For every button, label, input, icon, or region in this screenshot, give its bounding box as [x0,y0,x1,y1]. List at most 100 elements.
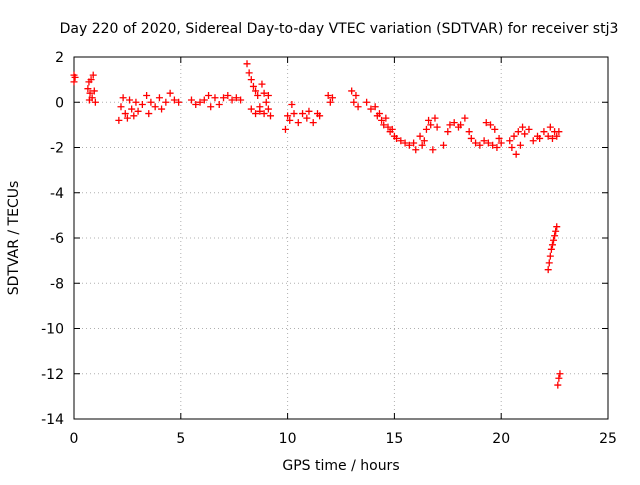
data-point [553,223,561,231]
data-point [258,80,266,88]
data-point [328,94,336,102]
data-point [367,105,375,113]
y-tick-label: -10 [41,322,64,338]
data-point [264,105,272,113]
data-point [378,116,386,124]
data-point [491,125,499,133]
data-point [519,123,527,131]
data-point [363,98,371,106]
data-point [196,98,204,106]
data-point [393,134,401,142]
data-point [410,139,418,147]
data-point [529,137,537,145]
data-point [90,87,98,95]
x-tick-label: 5 [176,431,185,447]
x-tick-label: 25 [599,431,617,447]
data-point [309,119,317,127]
data-point [493,144,501,151]
data-point [440,141,448,149]
data-point [89,71,97,79]
data-point [548,134,556,142]
data-point [547,245,555,253]
data-point [352,91,360,99]
data-point [433,123,441,131]
data-point [138,101,146,109]
data-points [70,60,564,389]
data-point [134,107,142,115]
y-tick-label: -4 [50,186,64,202]
data-point [143,91,151,99]
x-tick-label: 15 [385,431,403,447]
data-point [550,236,558,244]
x-tick-label: 0 [70,431,79,447]
data-point [472,139,480,147]
data-point [192,101,200,109]
data-point [200,96,208,104]
x-tick-label: 20 [492,431,510,447]
data-point [380,121,388,129]
data-point [247,76,255,84]
data-point [418,141,426,149]
data-point [521,130,529,138]
data-point [91,98,99,106]
data-point [290,110,298,118]
data-point [132,98,140,106]
data-point [506,137,514,145]
data-point [514,128,522,136]
data-point [115,116,123,124]
data-point [245,69,253,77]
chart-title: Day 220 of 2020, Sidereal Day-to-day VTE… [60,21,619,37]
data-point [552,227,560,235]
data-point [215,101,223,109]
data-point [267,112,275,120]
data-point [175,98,183,106]
data-point [87,76,95,84]
data-point [262,98,270,106]
data-point [151,103,159,111]
data-point [420,137,428,145]
y-tick-label: 2 [55,50,64,66]
data-point [553,132,561,140]
data-point [324,91,332,99]
data-point [444,128,452,136]
y-tick-label: -2 [50,141,64,157]
data-point [252,110,260,118]
data-point [487,121,495,129]
data-point [544,132,552,140]
data-point [425,116,433,124]
data-point [484,139,492,147]
data-point [350,98,358,106]
data-point [145,110,153,118]
data-point [117,103,125,111]
data-point [536,134,544,142]
data-point [260,89,268,97]
data-point [480,137,488,145]
grid-lines [74,57,608,419]
data-point [516,141,524,149]
data-point [252,87,260,95]
data-point [545,259,553,267]
data-point [121,110,129,118]
data-point [467,134,475,142]
data-point [546,123,554,131]
data-point [548,241,556,249]
data-point [232,94,240,102]
data-point [130,112,138,120]
data-point [422,125,430,133]
data-point [375,110,383,118]
y-axis-label: SDTVAR / TECUs [6,181,22,296]
data-point [384,123,392,131]
data-point [540,128,548,136]
y-tick-label: 0 [55,95,64,111]
y-tick-label: -8 [50,276,64,292]
data-point [525,125,533,133]
data-point [166,89,174,97]
data-point [155,94,163,102]
data-point [211,94,219,102]
data-point [286,116,294,124]
data-point [482,119,490,127]
data-point [224,91,232,99]
y-tick-label: -6 [50,231,64,247]
data-point [243,60,251,68]
